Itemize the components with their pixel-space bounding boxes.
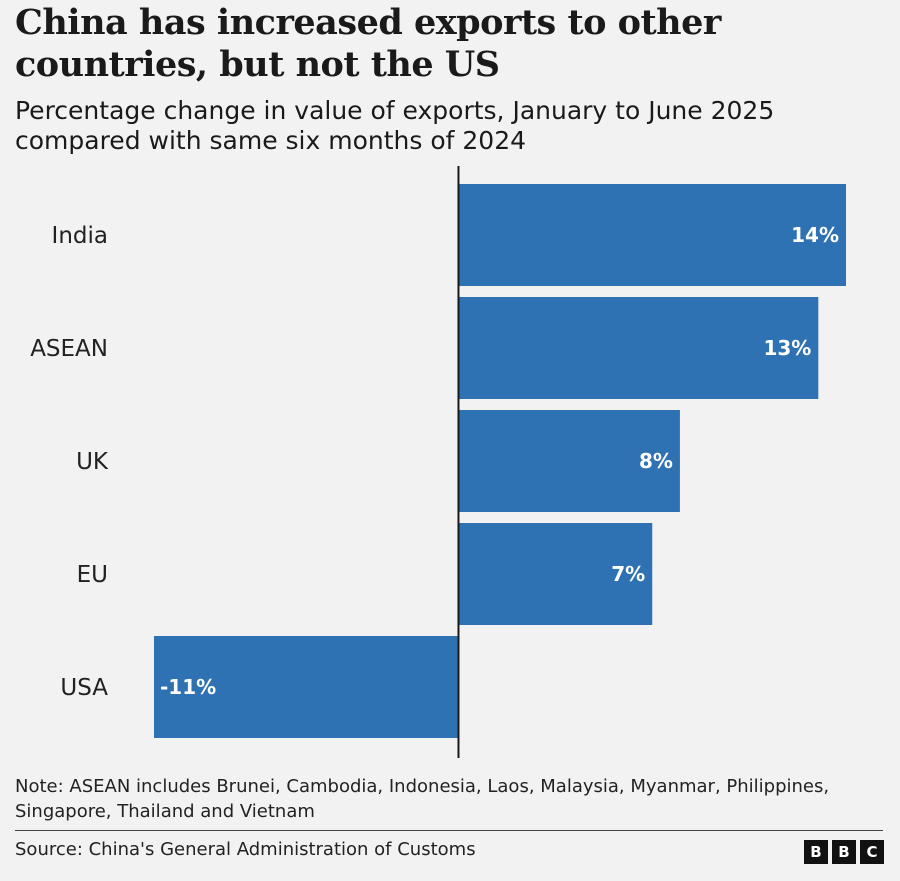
category-label: USA bbox=[60, 675, 108, 701]
data-label: 7% bbox=[611, 562, 645, 586]
chart-title: China has increased exports to other cou… bbox=[15, 2, 721, 85]
category-label: UK bbox=[76, 449, 109, 475]
bar-usa bbox=[154, 636, 459, 738]
data-label: 8% bbox=[639, 449, 673, 473]
bar-uk bbox=[458, 410, 680, 512]
bbc-logo: B B C bbox=[804, 840, 884, 864]
bbc-logo-letter: B bbox=[832, 840, 856, 864]
bar-chart: India 14% ASEAN 13% UK 8% EU 7% USA -11% bbox=[30, 166, 846, 758]
category-label: EU bbox=[77, 562, 108, 588]
bar-eu bbox=[458, 523, 653, 625]
source-text: Source: China's General Administration o… bbox=[15, 839, 476, 860]
data-label: 14% bbox=[791, 223, 839, 247]
footer-divider bbox=[15, 830, 883, 831]
chart-subtitle: Percentage change in value of exports, J… bbox=[15, 96, 775, 155]
chart-note: Note: ASEAN includes Brunei, Cambodia, I… bbox=[15, 776, 830, 822]
bbc-logo-letter: B bbox=[804, 840, 828, 864]
bar-india bbox=[458, 184, 846, 286]
data-label: 13% bbox=[763, 336, 811, 360]
bar-asean bbox=[458, 297, 819, 399]
category-label: ASEAN bbox=[30, 336, 108, 362]
category-label: India bbox=[52, 223, 108, 249]
data-label: -11% bbox=[160, 675, 216, 699]
bbc-logo-letter: C bbox=[860, 840, 884, 864]
